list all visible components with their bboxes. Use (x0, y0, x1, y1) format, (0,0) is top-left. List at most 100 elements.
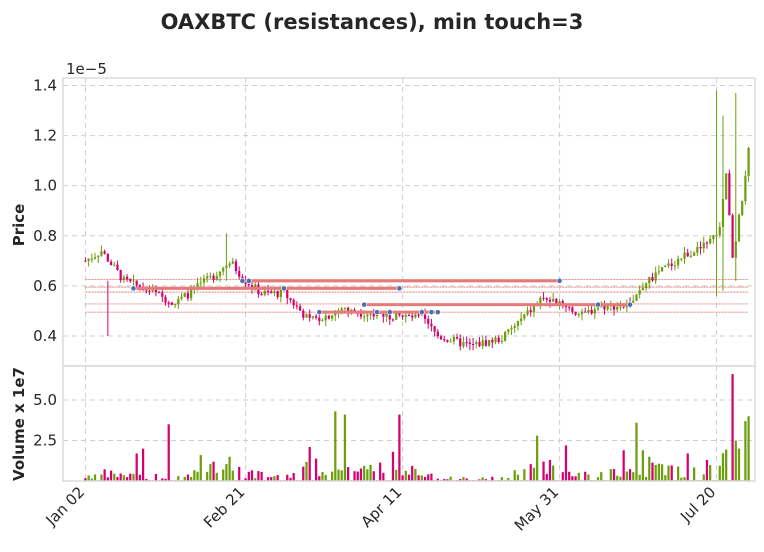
candle-body (443, 339, 446, 341)
candle-body (584, 311, 587, 313)
candle-body (503, 332, 507, 341)
candle-body (270, 291, 273, 293)
candle-body (520, 318, 523, 322)
candle-body (596, 306, 600, 310)
candle-body (670, 263, 673, 266)
volume-bar (644, 476, 648, 481)
candle-body (180, 296, 183, 299)
candle-body (164, 296, 167, 303)
volume-bar (356, 471, 359, 481)
volume-bar (391, 451, 395, 481)
candle-body (125, 276, 129, 280)
candle-body (619, 306, 622, 308)
volume-bar (411, 465, 414, 481)
candle-body (100, 251, 103, 256)
volume-bars (84, 374, 750, 481)
volume-bar (100, 474, 103, 481)
x-tick-label: Jul 20 (676, 483, 719, 526)
volume-bar (693, 467, 696, 481)
volume-bar (292, 473, 295, 481)
candle-body (295, 305, 298, 307)
candle-body (558, 301, 561, 304)
candle-body (212, 275, 215, 280)
candle-body (135, 280, 138, 286)
volume-bar (705, 459, 709, 481)
volume-bar (238, 466, 241, 481)
volume-bar (363, 465, 366, 481)
volume-y-tick-label: 2.5 (33, 432, 57, 450)
candle-body (388, 313, 391, 320)
volume-bar (574, 476, 577, 481)
volume-bar (257, 471, 260, 481)
candle-body (366, 314, 369, 317)
candle-body (667, 263, 670, 266)
volume-bar (314, 458, 318, 481)
volume-bar (334, 411, 337, 481)
touch-marker (556, 277, 563, 284)
candle-body (616, 306, 619, 310)
volume-bar (366, 469, 369, 481)
candle-body (500, 340, 504, 343)
volume-bar (612, 469, 616, 481)
candle-body (709, 238, 712, 244)
volume-bar (664, 475, 667, 481)
volume-bar (670, 465, 673, 481)
volume-bar (372, 471, 375, 481)
touch-marker (386, 309, 393, 316)
price-offset-text: 1e−5 (66, 60, 107, 78)
candle-body (654, 272, 657, 281)
x-axis-ticks: Jan 02 Feb 21 Apr 11 May 31 Jul 20 (42, 483, 720, 535)
volume-bar (561, 472, 564, 481)
candle-body (90, 258, 93, 260)
candle-body (718, 226, 721, 236)
volume-bar (462, 477, 465, 481)
touch-marker (281, 285, 287, 292)
candle-body (436, 331, 439, 337)
volume-bar (414, 468, 417, 481)
candle-body (391, 319, 395, 321)
volume-bar (680, 477, 683, 481)
volume-bar (420, 475, 423, 481)
volume-bar (516, 474, 520, 481)
volume-bar (330, 471, 334, 481)
candle-body (484, 340, 488, 346)
volume-bar (686, 453, 689, 481)
candle-body (644, 283, 648, 289)
volume-bar (215, 472, 218, 481)
candle-body (462, 342, 465, 347)
volume-bar (382, 472, 385, 481)
volume-bar (641, 450, 644, 481)
volume-bar (206, 471, 209, 481)
candle-body (340, 308, 343, 311)
candle-body (231, 261, 234, 264)
volume-bar (247, 471, 250, 481)
candle-body (715, 235, 718, 237)
volume-bar (552, 465, 555, 481)
candle-body (321, 320, 324, 322)
candle-body (731, 215, 734, 258)
candle-body (273, 291, 276, 293)
volume-bar (635, 422, 638, 481)
volume-bar (648, 456, 651, 481)
candle-body (420, 314, 423, 316)
candle-body (154, 289, 158, 293)
touch-marker (627, 301, 633, 308)
candle-body (439, 336, 443, 340)
candle-body (177, 298, 180, 305)
volume-bar (542, 461, 545, 481)
candle-body (308, 314, 311, 318)
volume-bar (379, 462, 382, 481)
volume-bar (718, 465, 721, 481)
price-y-ticks: 0.4 0.6 0.8 1.0 1.2 1.4 (33, 77, 57, 345)
price-y-tick-label: 1.4 (33, 77, 57, 95)
volume-bar (353, 471, 356, 481)
volume-bar (459, 479, 462, 481)
volume-bar (231, 470, 234, 481)
price-y-tick-label: 0.8 (33, 227, 57, 245)
volume-bar (667, 465, 670, 481)
candle-body (686, 252, 689, 257)
candle-body (548, 299, 552, 302)
candle-body (407, 315, 411, 317)
candle-body (170, 302, 174, 306)
